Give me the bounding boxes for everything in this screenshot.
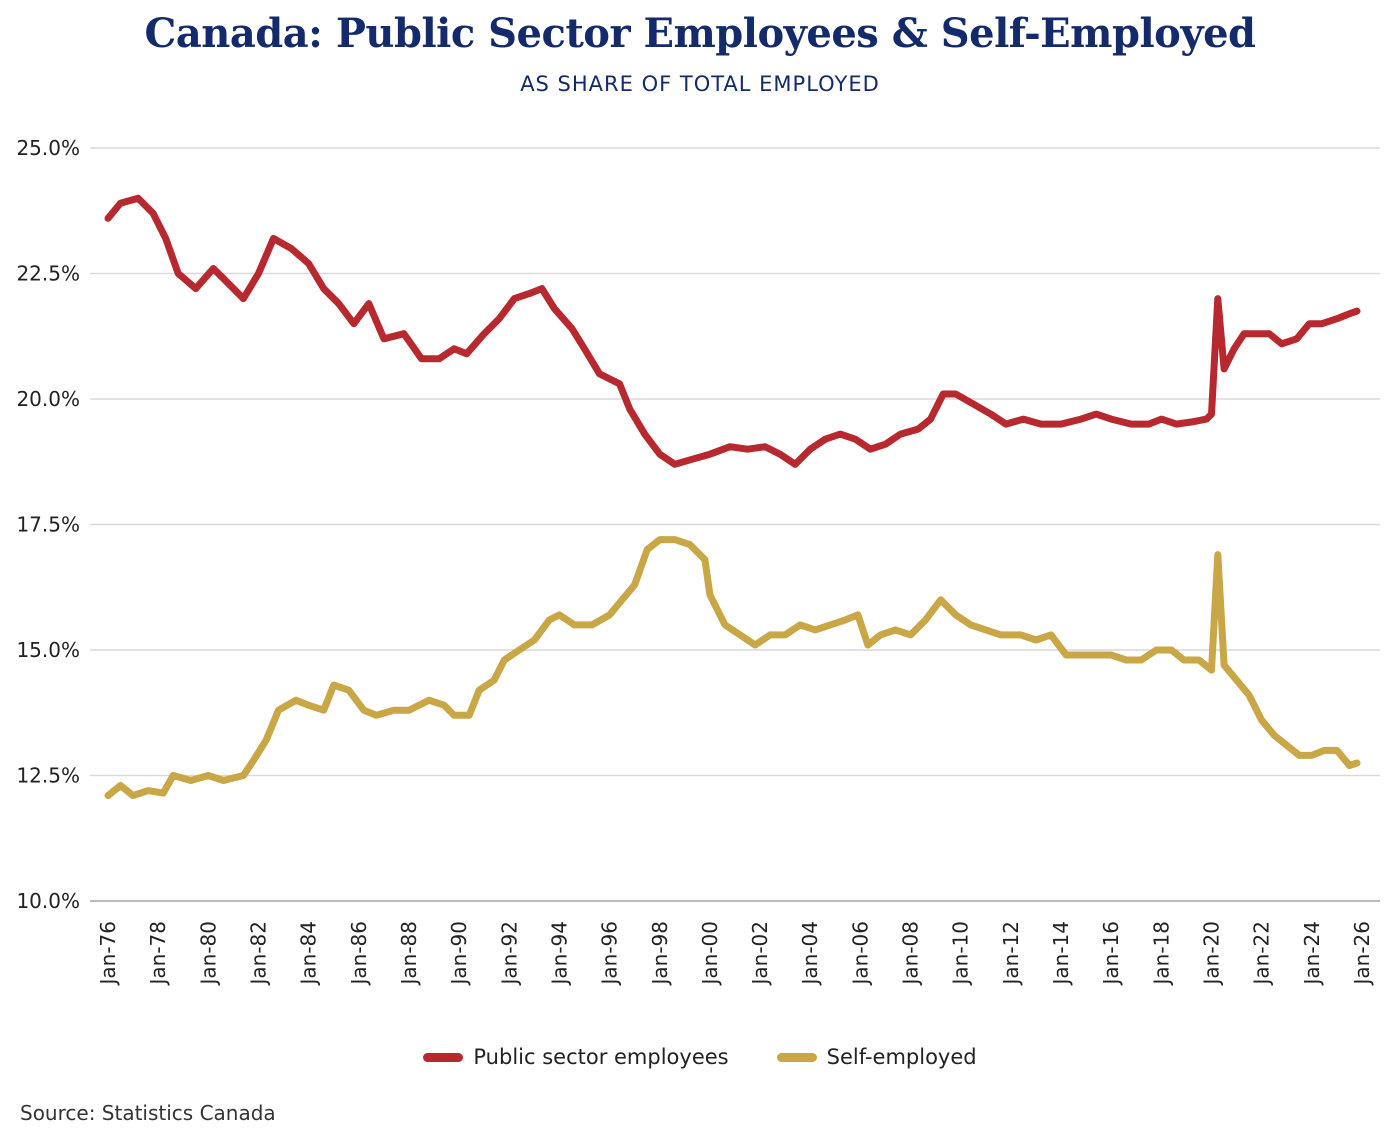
x-tick-label: Jan-92 [497, 921, 521, 987]
x-tick-label: Jan-16 [1099, 921, 1123, 987]
legend-swatch-self-employed [776, 1052, 817, 1062]
x-tick-label: Jan-84 [297, 921, 321, 987]
x-tick-label: Jan-06 [848, 921, 872, 987]
x-tick-label: Jan-20 [1200, 921, 1224, 987]
x-tick-label: Jan-08 [899, 921, 923, 987]
x-tick-label: Jan-24 [1300, 921, 1324, 987]
x-tick-label: Jan-26 [1350, 921, 1374, 987]
y-tick-label: 15.0% [16, 638, 80, 662]
line-chart: 10.0% 12.5% 15.0% 17.5% 20.0% 22.5% 25.0% Jan-7… [16, 136, 1380, 987]
series-line-self-employed [104, 536, 1361, 800]
y-tick-label: 22.5% [16, 262, 80, 286]
legend-label-self-employed: Self-employed [826, 1045, 977, 1069]
y-tick-label: 12.5% [16, 764, 80, 788]
legend-label-public-sector: Public sector employees [473, 1045, 729, 1069]
legend-swatch-public-sector [423, 1052, 464, 1062]
x-tick-label: Jan-82 [246, 921, 270, 987]
x-tick-label: Jan-88 [397, 921, 421, 987]
y-tick-label: 17.5% [16, 513, 80, 537]
x-tick-label: Jan-04 [798, 921, 822, 987]
chart-title: Canada: Public Sector Employees & Self-E… [144, 10, 1257, 57]
legend-item-public-sector: Public sector employees [423, 1045, 729, 1069]
chart-subtitle: AS SHARE OF TOTAL EMPLOYED [520, 72, 880, 96]
x-tick-label: Jan-86 [347, 921, 371, 987]
x-tick-label: Jan-18 [1149, 921, 1173, 987]
x-tick-label: Jan-12 [999, 921, 1023, 987]
x-tick-label: Jan-90 [447, 921, 471, 987]
x-tick-label: Jan-78 [146, 921, 170, 987]
y-tick-label: 20.0% [16, 387, 80, 411]
x-tick-label: Jan-98 [648, 921, 672, 987]
x-tick-label: Jan-10 [949, 921, 973, 987]
y-tick-label: 10.0% [16, 889, 80, 913]
legend-item-self-employed: Self-employed [776, 1045, 977, 1069]
source-note: Source: Statistics Canada [20, 1101, 276, 1125]
x-tick-label: Jan-00 [698, 921, 722, 987]
x-tick-label: Jan-02 [748, 921, 772, 987]
y-tick-label: 25.0% [16, 136, 80, 160]
x-tick-label: Jan-80 [196, 921, 220, 987]
x-tick-label: Jan-76 [96, 921, 120, 987]
x-tick-label: Jan-22 [1250, 921, 1274, 987]
x-tick-label: Jan-96 [598, 921, 622, 987]
x-tick-label: Jan-94 [547, 921, 571, 987]
series-line-public-sector [104, 194, 1361, 468]
legend: Public sector employees Self-employed [0, 1045, 1400, 1069]
x-tick-label: Jan-14 [1049, 921, 1073, 987]
